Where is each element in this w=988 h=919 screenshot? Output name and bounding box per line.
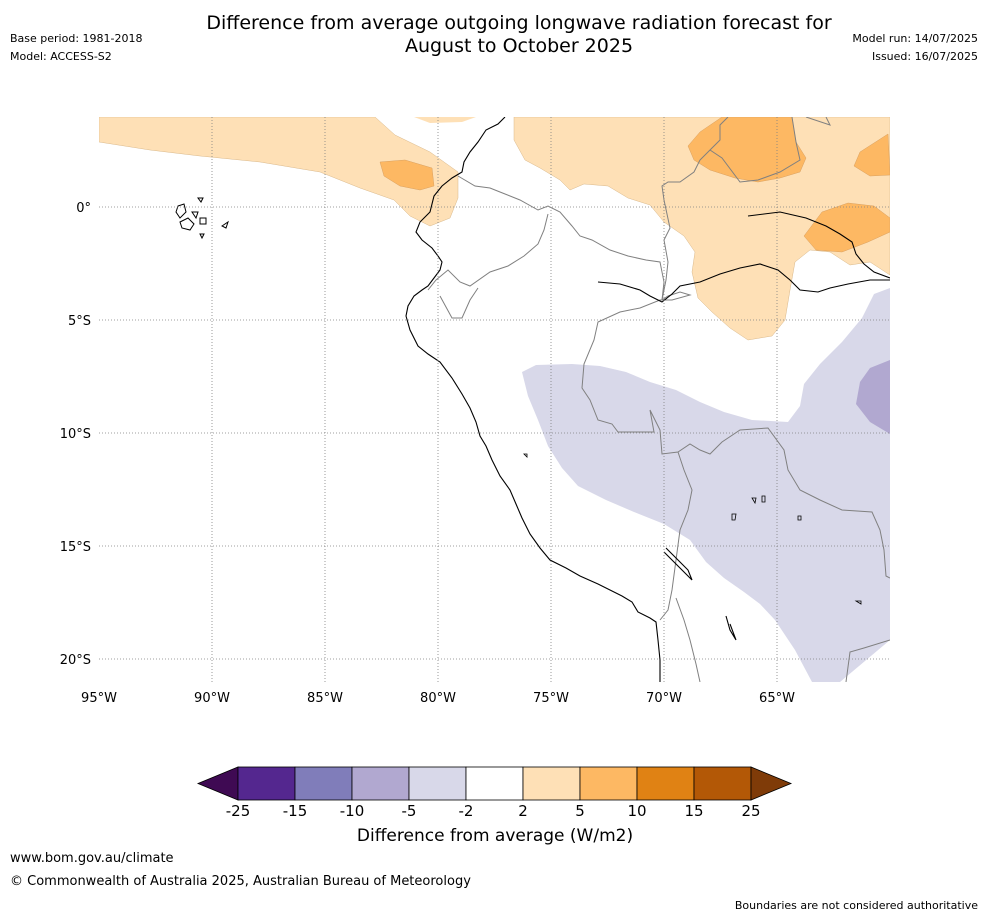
colorbar: -25 -15 -10 -5 -2 2 5 10 15 25 bbox=[196, 766, 793, 820]
colorbar-label: Difference from average (W/m2) bbox=[356, 826, 634, 846]
country-borders bbox=[427, 117, 890, 682]
lat-label: 20°S bbox=[60, 653, 91, 668]
lakes bbox=[523, 453, 862, 605]
graticule bbox=[99, 117, 890, 682]
colorbar-tick-label: -5 bbox=[402, 802, 417, 820]
title-line-2: August to October 2025 bbox=[404, 35, 634, 57]
lat-label: 10°S bbox=[60, 427, 91, 442]
colorbar-swatch bbox=[237, 766, 296, 801]
colorbar-swatch bbox=[636, 766, 695, 801]
colorbar-extend-high bbox=[750, 766, 793, 801]
colorbar-ticks: -25 -15 -10 -5 -2 2 5 10 15 25 bbox=[226, 802, 761, 820]
colorbar-swatch bbox=[693, 766, 752, 801]
lon-label: 85°W bbox=[307, 691, 343, 706]
colorbar-tick-label: 25 bbox=[741, 802, 760, 820]
anomaly-region-positive-west bbox=[99, 117, 459, 227]
longitude-labels: 95°W 90°W 85°W 80°W 75°W 70°W 65°W bbox=[81, 691, 795, 706]
lon-label: 70°W bbox=[646, 691, 682, 706]
anomaly-region-positive-strong-4 bbox=[803, 202, 890, 253]
anomaly-region-positive-strong-3 bbox=[853, 133, 890, 177]
colorbar-swatch bbox=[351, 766, 410, 801]
colorbar-swatches bbox=[196, 766, 793, 801]
footer-url: www.bom.gov.au/climate bbox=[10, 851, 174, 866]
footer-note: Boundaries are not considered authoritat… bbox=[734, 899, 978, 912]
colorbar-swatch bbox=[465, 766, 524, 801]
colorbar-swatch bbox=[408, 766, 467, 801]
model-name: Model: ACCESS-S2 bbox=[10, 50, 112, 63]
anomaly-region-positive-north-small bbox=[414, 117, 476, 123]
lon-label: 80°W bbox=[420, 691, 456, 706]
lat-label: 5°S bbox=[68, 314, 91, 329]
base-period: Base period: 1981-2018 bbox=[10, 32, 143, 45]
title-line-1: Difference from average outgoing longwav… bbox=[206, 12, 832, 34]
colorbar-tick-label: 2 bbox=[518, 802, 528, 820]
map-title: Difference from average outgoing longwav… bbox=[150, 12, 888, 58]
colorbar-swatch bbox=[579, 766, 638, 801]
colorbar-swatch bbox=[294, 766, 353, 801]
galapagos-islands bbox=[175, 197, 229, 240]
model-run: Model run: 14/07/2025 bbox=[852, 32, 978, 45]
colorbar-tick-label: -15 bbox=[283, 802, 308, 820]
anomaly-region-positive-strong-1 bbox=[379, 159, 435, 191]
colorbar-tick-label: -2 bbox=[459, 802, 474, 820]
latitude-labels: 0° 5°S 10°S 15°S 20°S bbox=[60, 201, 91, 668]
lon-label: 90°W bbox=[194, 691, 230, 706]
lat-label: 15°S bbox=[60, 540, 91, 555]
lon-label: 65°W bbox=[759, 691, 795, 706]
lon-label: 75°W bbox=[533, 691, 569, 706]
colorbar-swatch bbox=[522, 766, 581, 801]
meta-right: Model run: 14/07/2025 Issued: 16/07/2025 bbox=[852, 30, 978, 66]
footer-copyright: © Commonwealth of Australia 2025, Austra… bbox=[10, 874, 471, 889]
colorbar-tick-label: 5 bbox=[575, 802, 585, 820]
colorbar-tick-label: -10 bbox=[340, 802, 365, 820]
anomaly-region-negative-strong bbox=[856, 360, 890, 434]
anomaly-region-negative bbox=[522, 288, 890, 682]
coastlines bbox=[405, 117, 890, 682]
colorbar-tick-label: -25 bbox=[226, 802, 251, 820]
colorbar-tick-label: 10 bbox=[627, 802, 646, 820]
colorbar-tick-label: 15 bbox=[684, 802, 703, 820]
meta-left: Base period: 1981-2018 Model: ACCESS-S2 bbox=[10, 30, 142, 66]
issued-date: Issued: 16/07/2025 bbox=[871, 50, 978, 63]
forecast-map: 95°W 90°W 85°W 80°W 75°W 70°W 65°W 0° 5°… bbox=[60, 117, 890, 706]
map-area bbox=[99, 117, 890, 682]
colorbar-extend-low bbox=[196, 766, 239, 801]
lat-label: 0° bbox=[76, 201, 91, 216]
lon-label: 95°W bbox=[81, 691, 117, 706]
